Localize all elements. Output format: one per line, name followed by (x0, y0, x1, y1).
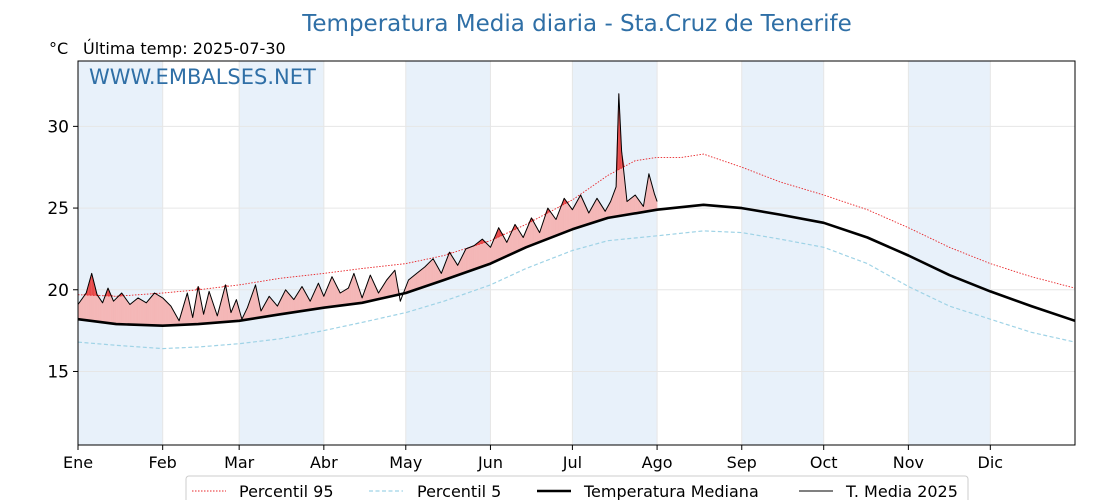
unit-label: °C (49, 39, 68, 58)
anomaly-above-median (135, 298, 138, 325)
anomaly-above-median (141, 300, 144, 325)
anomaly-above-median (422, 267, 425, 288)
anomaly-above-median (567, 202, 570, 231)
anomaly-above-median (122, 293, 125, 324)
anomaly-above-median (469, 247, 472, 272)
anomaly-above-median (340, 291, 343, 305)
anomaly-above-median (130, 302, 133, 324)
chart-title: Temperatura Media diaria - Sta.Cruz de T… (301, 11, 851, 37)
anomaly-above-median (157, 295, 160, 326)
month-band (78, 61, 163, 445)
anomaly-above-median (144, 301, 147, 325)
legend-label-median: Temperatura Mediana (583, 482, 759, 500)
x-tick-label: Dic (978, 453, 1004, 472)
anomaly-above-median (160, 296, 163, 325)
anomaly-above-median (116, 296, 119, 324)
x-tick-label: Nov (893, 453, 924, 472)
anomaly-above-median (163, 298, 166, 326)
x-tick-label: Sep (727, 453, 757, 472)
y-tick-label: 30 (47, 117, 69, 137)
legend-label-p5: Percentil 5 (417, 482, 501, 500)
last-temp-label: Última temp: 2025-07-30 (83, 39, 286, 58)
anomaly-above-median (414, 273, 417, 290)
month-band (239, 61, 324, 445)
anomaly-above-median (146, 300, 149, 326)
anomaly-above-median (417, 271, 420, 289)
x-tick-label: Feb (149, 453, 177, 472)
legend: Percentil 95 Percentil 5 Temperatura Med… (186, 476, 968, 500)
anomaly-fill (78, 94, 657, 326)
anomaly-above-median (428, 261, 431, 285)
month-band (742, 61, 824, 445)
anomaly-above-median (119, 293, 122, 324)
anomaly-above-median (471, 246, 474, 271)
anomaly-above-median (632, 195, 635, 214)
y-tick-label: 25 (47, 199, 69, 219)
anomaly-above-median (114, 298, 117, 324)
anomaly-above-median (485, 242, 488, 266)
anomaly-above-median (152, 293, 155, 325)
x-tick-label: Mar (224, 453, 255, 472)
anomaly-above-median (124, 297, 127, 325)
x-tick-label: Oct (810, 453, 838, 472)
anomaly-above-median (425, 264, 428, 286)
anomaly-above-median (419, 269, 422, 288)
x-tick-label: Ene (63, 453, 93, 472)
anomaly-above-median (168, 303, 171, 325)
anomaly-above-median (477, 241, 480, 268)
month-bands (78, 61, 990, 445)
anomaly-above-median (133, 300, 136, 325)
anomaly-above-median (343, 290, 346, 306)
anomaly-above-median (630, 197, 633, 214)
x-tick-label: Jun (477, 453, 503, 472)
anomaly-above-median (430, 259, 433, 285)
anomaly-above-median (165, 301, 168, 326)
y-tick-label: 15 (47, 362, 69, 382)
x-tick-label: May (389, 453, 422, 472)
anomaly-above-median (346, 288, 349, 305)
anomaly-above-median (138, 298, 141, 325)
watermark: WWW.EMBALSES.NET (89, 65, 316, 89)
y-tick-label: 20 (47, 281, 69, 301)
x-tick-label: Jul (562, 453, 582, 472)
anomaly-above-median (154, 293, 157, 325)
anomaly-above-median (149, 296, 152, 325)
anomaly-above-median (488, 245, 491, 265)
x-tick-label: Ago (642, 453, 673, 472)
x-tick-label: Abr (310, 453, 338, 472)
anomaly-above-median (392, 270, 395, 296)
anomaly-above-median (474, 243, 477, 269)
anomaly-above-median (466, 248, 469, 272)
month-band (572, 61, 657, 445)
legend-label-current: T. Media 2025 (845, 482, 958, 500)
month-band (908, 61, 990, 445)
legend-label-p95: Percentil 95 (239, 482, 334, 500)
